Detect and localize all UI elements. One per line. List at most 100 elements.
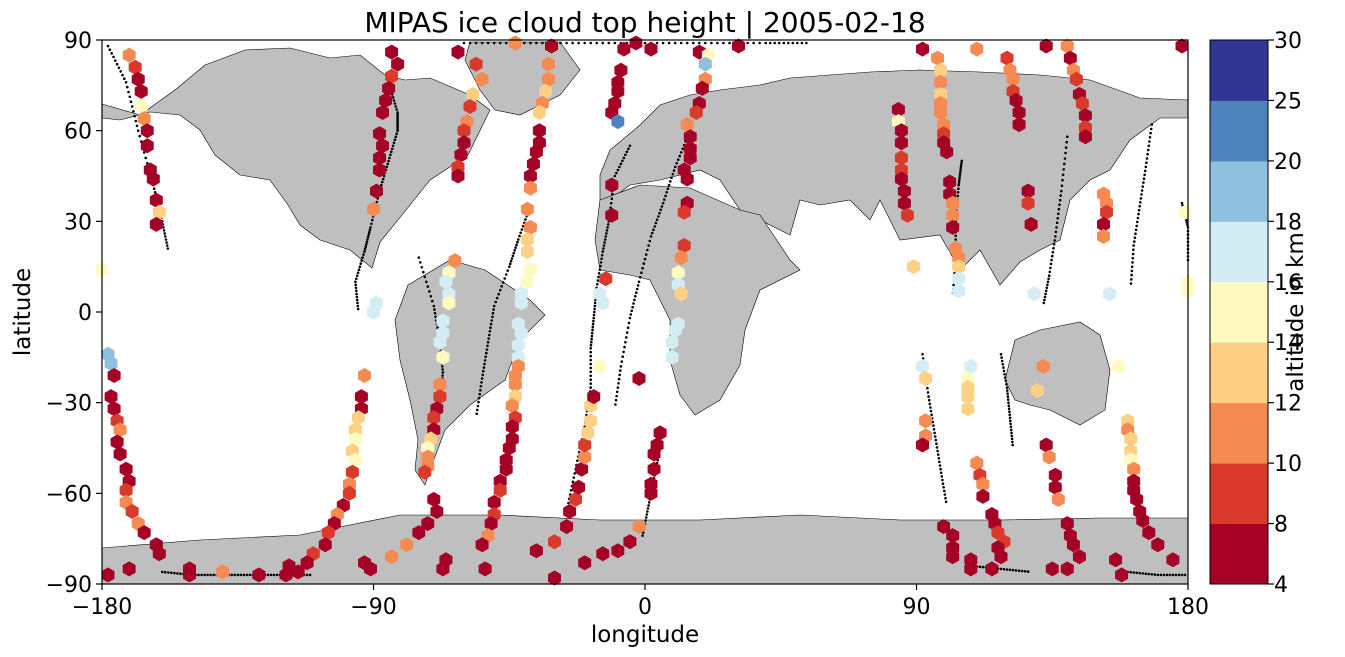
- cloud-marker: [644, 485, 658, 501]
- cloud-marker: [623, 534, 637, 550]
- cloud-marker: [952, 283, 966, 299]
- colorbar-label: altitude in km: [1283, 232, 1309, 392]
- track-point: [491, 311, 495, 315]
- track-point: [200, 573, 203, 577]
- track-point: [655, 41, 659, 45]
- track-point: [1043, 295, 1047, 299]
- track-point: [602, 247, 605, 250]
- track-point: [931, 420, 935, 424]
- cloud-marker: [964, 561, 978, 577]
- track-point: [484, 355, 488, 359]
- track-point: [960, 159, 964, 163]
- cloud-marker: [1000, 50, 1014, 66]
- track-point: [163, 232, 166, 235]
- cloud-marker: [940, 144, 954, 160]
- track-point: [1156, 573, 1160, 577]
- y-tick-label: 30: [64, 210, 92, 235]
- cloud-marker: [632, 371, 646, 386]
- track-point: [425, 280, 428, 284]
- track-point: [571, 480, 575, 484]
- track-point: [589, 386, 592, 389]
- track-point: [1009, 425, 1013, 429]
- cloud-marker: [318, 537, 332, 553]
- track-point: [1062, 168, 1065, 171]
- track-point: [128, 95, 132, 99]
- track-point: [1146, 152, 1149, 156]
- track-point: [926, 391, 930, 394]
- cloud-marker: [946, 195, 960, 211]
- track-point: [1020, 569, 1024, 573]
- cloud-marker: [1130, 491, 1144, 507]
- track-point: [161, 570, 164, 574]
- track-point: [1023, 570, 1027, 573]
- cloud-marker: [605, 207, 619, 223]
- track-point: [164, 235, 167, 238]
- track-point: [926, 386, 929, 390]
- track-point: [1009, 419, 1012, 423]
- track-point: [954, 234, 957, 238]
- track-point: [480, 377, 484, 380]
- track-point: [937, 457, 941, 460]
- track-point: [1146, 148, 1150, 152]
- track-point: [722, 41, 725, 45]
- track-point: [1136, 220, 1139, 224]
- cloud-marker: [578, 437, 592, 453]
- track-point: [381, 177, 385, 181]
- cloud-marker: [373, 126, 386, 142]
- cloud-marker: [1078, 129, 1092, 145]
- track-point: [1063, 157, 1067, 160]
- cloud-marker: [952, 259, 966, 275]
- track-point: [660, 205, 664, 208]
- track-point: [567, 501, 570, 505]
- track-point: [479, 385, 483, 388]
- track-point: [1009, 428, 1013, 432]
- cloud-marker: [508, 377, 522, 392]
- cloud-marker: [894, 171, 908, 187]
- track-point: [603, 238, 607, 241]
- track-point: [106, 44, 110, 48]
- track-point: [679, 151, 683, 154]
- track-orbit-7: [614, 129, 692, 406]
- track-point: [308, 573, 312, 577]
- track-point: [355, 298, 359, 302]
- track-point: [631, 305, 634, 309]
- cloud-marker: [439, 274, 453, 290]
- track-point: [1168, 573, 1172, 577]
- cloud-marker: [916, 41, 929, 57]
- cloud-marker: [1115, 567, 1129, 583]
- cloud-marker: [370, 183, 383, 199]
- track-point: [791, 41, 795, 45]
- track-point: [589, 362, 592, 366]
- track-point: [396, 125, 399, 129]
- track-point: [944, 500, 948, 504]
- track-orbit-17: [1126, 570, 1187, 577]
- track-point: [432, 304, 436, 308]
- track-point: [1141, 572, 1145, 575]
- track-point: [144, 156, 147, 160]
- track-point: [1055, 221, 1059, 225]
- cloud-marker: [674, 286, 688, 302]
- track-point: [692, 41, 695, 45]
- cloud-marker: [596, 295, 610, 311]
- track-point: [209, 573, 212, 577]
- cloud-marker: [526, 156, 540, 172]
- track-point: [236, 573, 240, 577]
- track-point: [396, 129, 399, 132]
- track-point: [1065, 140, 1068, 144]
- track-point: [665, 191, 668, 194]
- track-point: [500, 285, 504, 288]
- track-point: [672, 169, 676, 172]
- track-point: [593, 310, 596, 314]
- cloud-marker: [484, 516, 498, 532]
- track-point: [1047, 277, 1050, 281]
- track-point: [943, 489, 946, 493]
- cloud-marker: [1097, 216, 1110, 232]
- track-point: [595, 41, 598, 45]
- track-point: [1135, 571, 1138, 575]
- track-point: [248, 573, 252, 577]
- cloud-marker: [934, 105, 948, 120]
- cloud-marker: [457, 135, 471, 151]
- track-point: [782, 41, 786, 45]
- track-point: [698, 41, 701, 45]
- track-point: [616, 168, 620, 172]
